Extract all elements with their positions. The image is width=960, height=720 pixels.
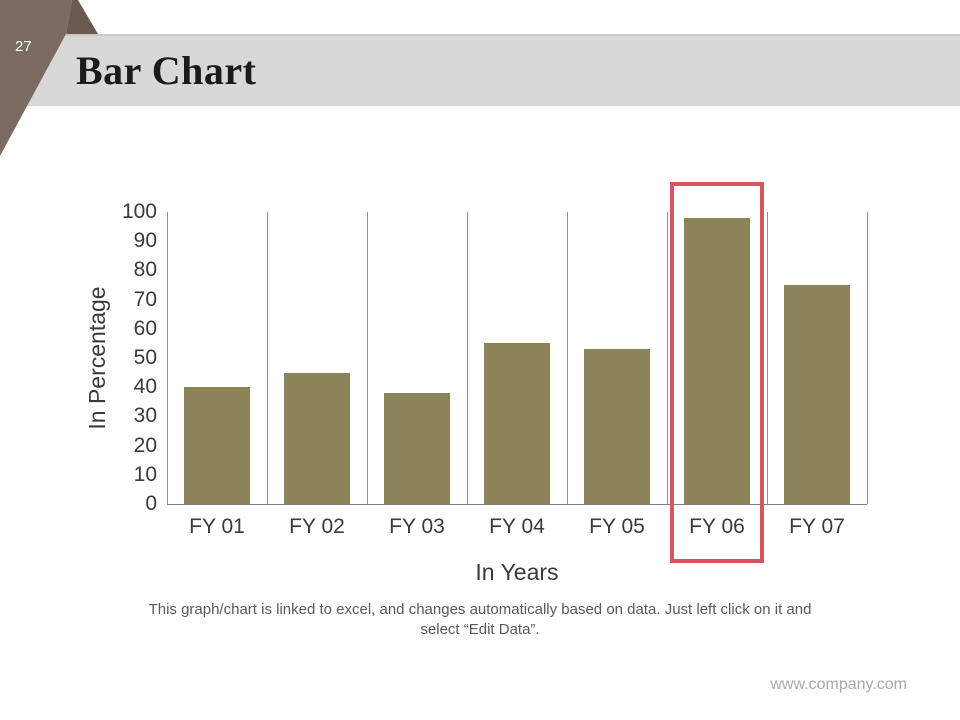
category-gridline: [467, 212, 468, 504]
footer-note-line2: select “Edit Data”.: [420, 621, 540, 638]
y-tick-label-80: 80: [133, 258, 157, 281]
title-band: [0, 34, 960, 106]
plot-area: In Percentage In Years FY 01 FY 02 FY 03 FY…: [84, 182, 868, 585]
ribbon-front: [0, 0, 72, 156]
page-number: 27: [15, 38, 32, 55]
category-gridline: [867, 212, 868, 504]
x-tick-label-fy-01: FY 01: [189, 515, 245, 538]
bar-fy-06[interactable]: [684, 218, 750, 504]
ribbon-fold: [66, 0, 98, 34]
y-tick-label-30: 30: [133, 404, 157, 427]
bar-chart[interactable]: In Percentage In Years FY 01 FY 02 FY 03 FY…: [0, 130, 960, 590]
bar-fy-02[interactable]: [284, 373, 350, 504]
y-tick-label-20: 20: [133, 434, 157, 457]
x-axis-line: [167, 504, 867, 505]
x-tick-label-fy-06: FY 06: [689, 515, 745, 538]
y-tick-label-0: 0: [145, 492, 157, 515]
bar-fy-04[interactable]: [484, 343, 550, 504]
page-title: Bar Chart: [76, 47, 257, 93]
y-axis-line: [167, 212, 168, 504]
x-tick-label-fy-02: FY 02: [289, 515, 345, 538]
category-gridline: [767, 212, 768, 504]
x-tick-label-fy-04: FY 04: [489, 515, 545, 538]
x-tick-label-fy-05: FY 05: [589, 515, 645, 538]
bar-fy-05[interactable]: [584, 349, 650, 504]
bar-fy-01[interactable]: [184, 387, 250, 504]
y-tick-label-60: 60: [133, 317, 157, 340]
category-gridline: [267, 212, 268, 504]
y-tick-label-70: 70: [133, 288, 157, 311]
footer-note-line1: This graph/chart is linked to excel, and…: [148, 601, 812, 618]
x-tick-label-fy-03: FY 03: [389, 515, 445, 538]
category-gridline: [367, 212, 368, 504]
y-tick-label-10: 10: [133, 463, 157, 486]
y-tick-label-100: 100: [121, 200, 157, 223]
corner-ribbon-icon: [0, 0, 98, 156]
bar-fy-03[interactable]: [384, 393, 450, 504]
category-gridline: [667, 212, 668, 504]
y-tick-label-40: 40: [133, 375, 157, 398]
highlight-rectangle[interactable]: [670, 182, 764, 563]
y-tick-label-50: 50: [133, 346, 157, 369]
x-axis-title: In Years: [475, 559, 559, 585]
footer-note: This graph/chart is linked to excel, and…: [0, 600, 960, 640]
website-link: www.company.com: [770, 676, 907, 693]
y-tick-label-90: 90: [133, 229, 157, 252]
bar-fy-07[interactable]: [784, 285, 850, 504]
category-gridline: [567, 212, 568, 504]
x-tick-label-fy-07: FY 07: [789, 515, 845, 538]
